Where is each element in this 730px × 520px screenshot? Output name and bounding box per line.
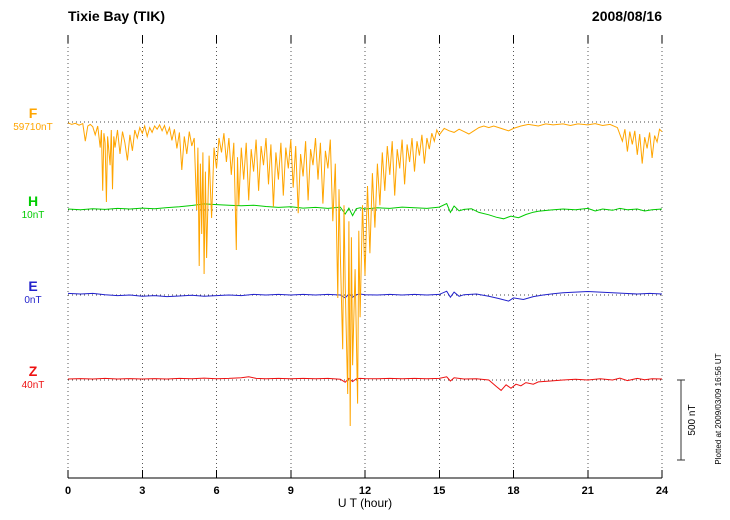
trace-Z	[67, 376, 663, 392]
trace-F	[67, 122, 663, 427]
x-tick-label: 3	[139, 485, 145, 497]
x-tick-label: 12	[359, 485, 371, 497]
channel-Z-baseline-value: 40nT	[21, 380, 45, 391]
x-tick-label: 21	[582, 485, 594, 497]
plot-date: 2008/08/16	[591, 8, 662, 24]
channel-label-H: H 10nT	[4, 192, 62, 222]
channel-label-E: E 0nT	[4, 277, 62, 307]
x-tick-label: 24	[656, 485, 669, 497]
channel-F-baseline-value: 59710nT	[13, 122, 53, 133]
x-tick-label: 9	[288, 485, 294, 497]
channel-F-name: F	[28, 105, 38, 121]
x-tick-label: 15	[433, 485, 445, 497]
x-tick-label: 18	[507, 485, 519, 497]
channel-label-F: F 59710nT	[4, 104, 62, 134]
channel-label-Z: Z 40nT	[4, 362, 62, 392]
channel-H-baseline-value: 10nT	[21, 210, 45, 221]
plotted-at-note: Plotted at 2009/03/09 16:56 UT	[714, 353, 723, 465]
channel-Z-name: Z	[28, 363, 38, 379]
trace-H	[67, 202, 663, 220]
channel-H-name: H	[27, 193, 39, 209]
x-tick-label: 0	[65, 485, 71, 497]
x-tick-label: 6	[213, 485, 219, 497]
trace-E	[67, 290, 663, 302]
x-axis-label: U T (hour)	[337, 496, 393, 510]
station-title: Tixie Bay (TIK)	[68, 8, 165, 24]
scale-bar-label: 500 nT	[687, 404, 698, 436]
channel-E-baseline-value: 0nT	[24, 295, 42, 306]
channel-E-name: E	[28, 278, 38, 294]
